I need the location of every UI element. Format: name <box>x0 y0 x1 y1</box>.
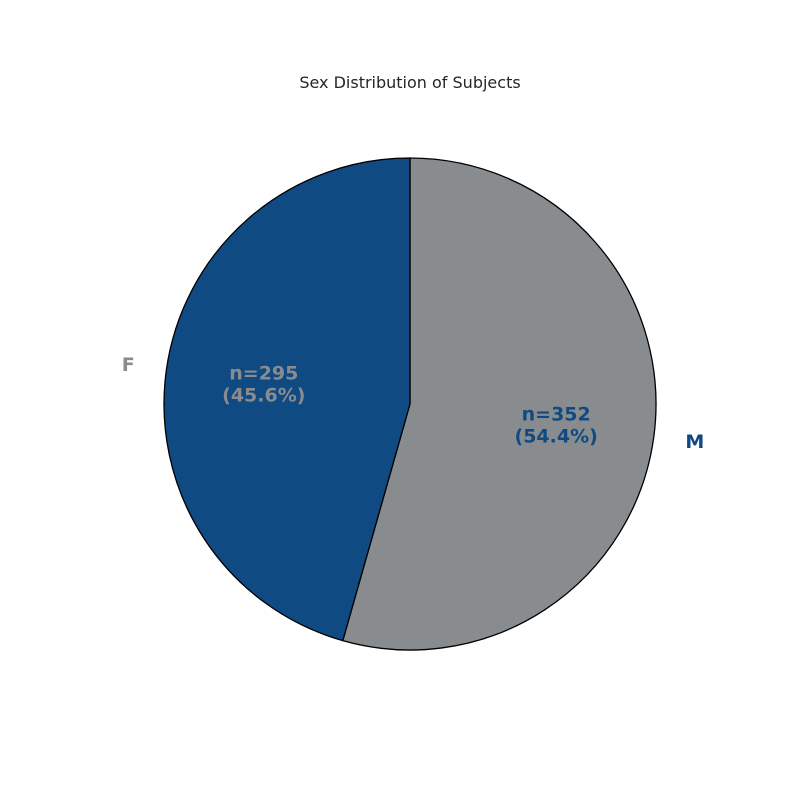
chart-title: Sex Distribution of Subjects <box>299 73 520 92</box>
data-label-m: n=352 (54.4%) <box>515 403 598 447</box>
data-label-percent: (45.6%) <box>222 385 305 407</box>
data-label-f: n=295 (45.6%) <box>222 363 305 407</box>
pie-slice-m <box>342 157 657 651</box>
data-label-count: n=352 <box>522 403 591 425</box>
category-label-f: F <box>122 354 135 376</box>
data-label-percent: (54.4%) <box>515 425 598 447</box>
data-label-count: n=295 <box>229 363 298 385</box>
category-label-m: M <box>685 431 704 453</box>
pie-labels: Mn=352 (54.4%) F n=295 (45.6%) <box>122 354 705 453</box>
pie-slice-f <box>163 157 411 642</box>
pie-slices <box>163 157 657 651</box>
